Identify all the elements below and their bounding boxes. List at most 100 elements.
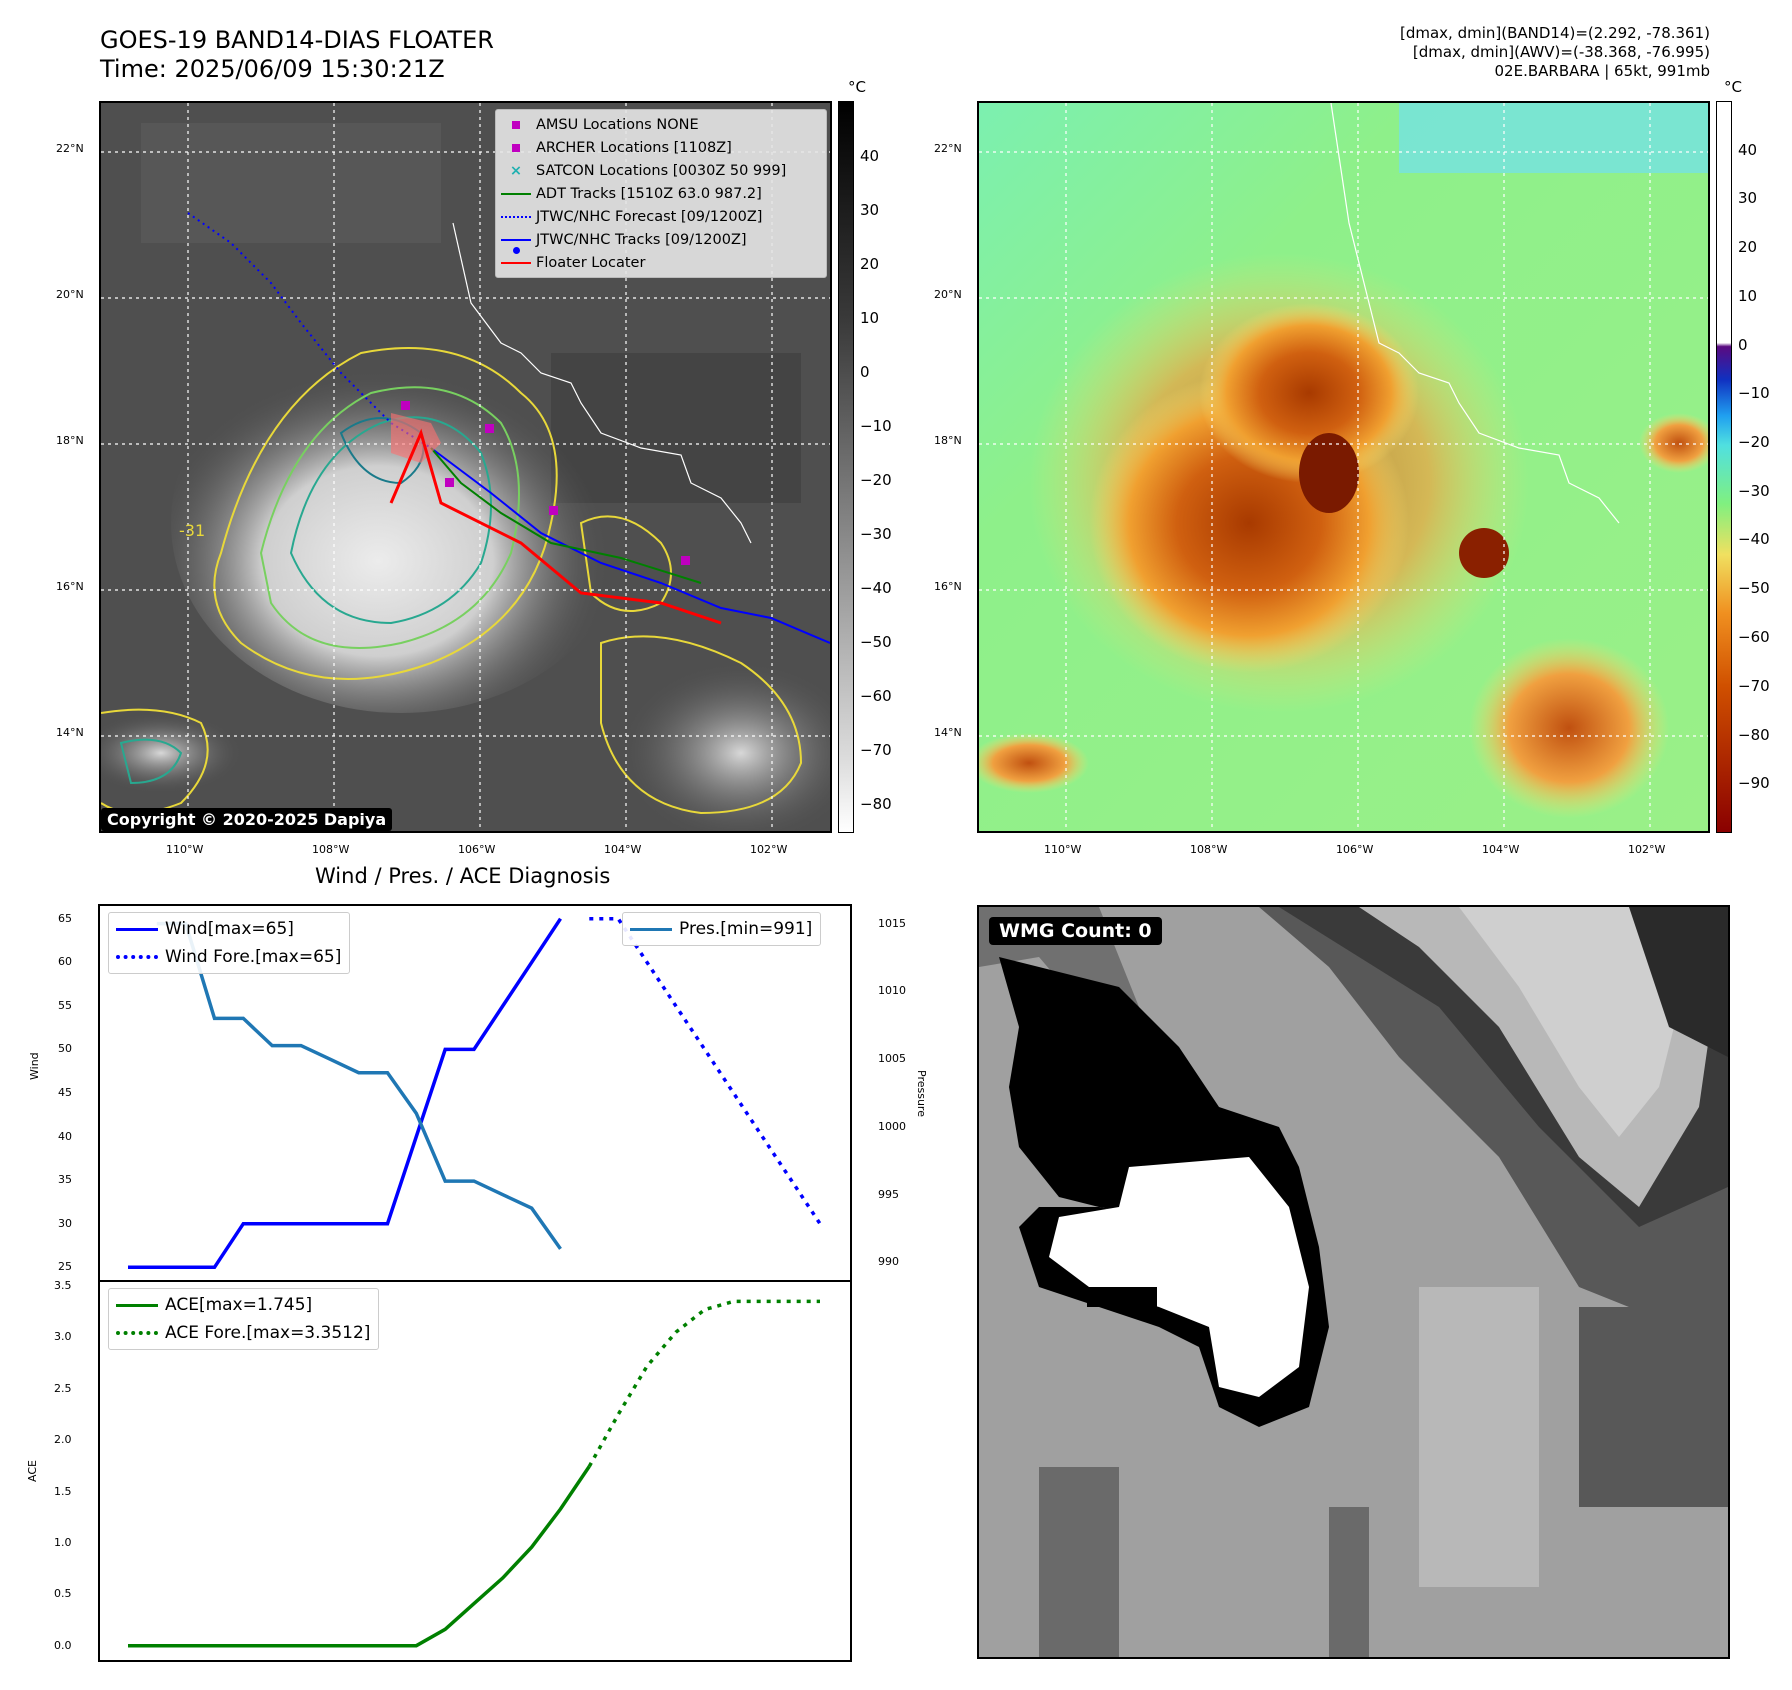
colorbar-tick: 10 xyxy=(1738,287,1758,305)
info-block: [dmax, dmin](BAND14)=(2.292, -78.361) [d… xyxy=(1400,24,1710,81)
colorbar-tick: −70 xyxy=(860,741,892,759)
dotted-line-icon xyxy=(501,215,531,218)
wind-tick: 40 xyxy=(58,1129,72,1143)
lat-label: 20°N xyxy=(934,288,962,301)
colorbar-tick: −20 xyxy=(1738,433,1770,451)
wind-tick: 35 xyxy=(58,1173,72,1187)
lon-label: 110°W xyxy=(166,843,204,856)
legend-item-amsu: AMSU Locations NONE xyxy=(496,113,826,136)
pressure-tick: 1000 xyxy=(878,1119,906,1133)
diagnosis-title: Wind / Pres. / ACE Diagnosis xyxy=(315,864,611,888)
pressure-tick: 1005 xyxy=(878,1052,906,1066)
colorbar-tick: 40 xyxy=(1738,141,1758,159)
diagnosis-chart xyxy=(98,904,852,1662)
awv-map-image xyxy=(979,103,1708,831)
line-dot-icon xyxy=(501,238,531,241)
contour-label: -31 xyxy=(179,521,206,540)
awv-colorbar xyxy=(1716,101,1732,833)
ace-axis-label: ACE xyxy=(26,1460,39,1482)
line-swatch-icon xyxy=(116,927,158,931)
line-swatch-icon xyxy=(501,192,531,195)
lon-label: 104°W xyxy=(604,843,642,856)
pressure-axis-label: Pressure xyxy=(915,1070,928,1117)
wmg-image xyxy=(979,907,1728,1657)
colorbar-tick: −30 xyxy=(860,525,892,543)
pressure-tick: 1010 xyxy=(878,984,906,998)
lon-label: 102°W xyxy=(750,843,788,856)
wind-tick: 60 xyxy=(58,955,72,969)
lat-label: 16°N xyxy=(56,580,84,593)
copyright-badge: Copyright © 2020-2025 Dapiya xyxy=(101,808,393,831)
lat-label: 22°N xyxy=(56,142,84,155)
lat-label: 22°N xyxy=(934,142,962,155)
wind-tick: 55 xyxy=(58,998,72,1012)
ace-tick: 0.5 xyxy=(54,1587,72,1601)
colorbar-tick: −40 xyxy=(860,579,892,597)
lat-label: 16°N xyxy=(934,580,962,593)
legend-item-forecast: JTWC/NHC Forecast [09/1200Z] xyxy=(496,205,826,228)
colorbar-tick: 20 xyxy=(860,255,880,273)
colorbar-tick: −20 xyxy=(860,471,892,489)
colorbar-tick: −10 xyxy=(1738,384,1770,402)
ace-tick: 1.5 xyxy=(54,1484,72,1498)
colorbar-tick: 20 xyxy=(1738,238,1758,256)
info-storm: 02E.BARBARA | 65kt, 991mb xyxy=(1494,62,1710,80)
ace-line xyxy=(128,1465,591,1648)
lon-label: 102°W xyxy=(1628,843,1666,856)
info-band14-range: [dmax, dmin](BAND14)=(2.292, -78.361) xyxy=(1399,24,1710,42)
wind-tick: 25 xyxy=(58,1260,72,1274)
ir-colorbar-unit: °C xyxy=(848,78,866,96)
legend-item-wind-forecast: Wind Fore.[max=65] xyxy=(109,943,341,971)
legend-item-archer: ARCHER Locations [1108Z] xyxy=(496,136,826,159)
lon-label: 110°W xyxy=(1044,843,1082,856)
line-swatch-icon xyxy=(501,261,531,264)
legend-item-ace: ACE[max=1.745] xyxy=(109,1291,370,1319)
lat-label: 14°N xyxy=(56,726,84,739)
wind-tick: 50 xyxy=(58,1042,72,1056)
square-marker-icon xyxy=(512,143,520,152)
wmg-panel: WMG Count: 0 xyxy=(977,905,1730,1659)
wind-axis-label: Wind xyxy=(28,1052,41,1080)
lon-label: 104°W xyxy=(1482,843,1520,856)
wind-tick: 65 xyxy=(58,911,72,925)
colorbar-tick: 0 xyxy=(860,363,870,381)
wind-line xyxy=(128,917,562,1270)
dotted-line-icon xyxy=(116,1331,158,1335)
colorbar-tick: 40 xyxy=(860,147,880,165)
ir-map-panel: -31 AMSU Locations NONE ARCHER Locations… xyxy=(99,101,832,833)
pressure-tick: 990 xyxy=(878,1255,899,1269)
ace-tick: 2.0 xyxy=(54,1433,72,1447)
square-marker-icon xyxy=(512,120,520,129)
wind-tick: 45 xyxy=(58,1086,72,1099)
ace-legend: ACE[max=1.745] ACE Fore.[max=3.3512] xyxy=(108,1288,380,1350)
lon-label: 108°W xyxy=(312,843,350,856)
colorbar-tick: −80 xyxy=(1738,726,1770,744)
ace-tick: 3.5 xyxy=(54,1279,72,1292)
pressure-legend: Pres.[min=991] xyxy=(622,912,822,946)
lon-label: 106°W xyxy=(1336,843,1374,856)
legend-item-ace-forecast: ACE Fore.[max=3.3512] xyxy=(109,1319,370,1347)
awv-colorbar-unit: °C xyxy=(1724,78,1742,96)
lat-label: 20°N xyxy=(56,288,84,301)
ace-tick: 1.0 xyxy=(54,1535,72,1549)
colorbar-tick: −50 xyxy=(860,633,892,651)
chart-time: Time: 2025/06/09 15:30:21Z xyxy=(100,55,445,83)
colorbar-tick: 0 xyxy=(1738,336,1748,354)
colorbar-tick: −90 xyxy=(1738,774,1770,792)
ace-tick: 2.5 xyxy=(54,1381,72,1395)
ace-tick: 0.0 xyxy=(54,1638,72,1652)
lat-label: 18°N xyxy=(934,434,962,447)
colorbar-tick: −10 xyxy=(860,417,892,435)
legend-item-pressure: Pres.[min=991] xyxy=(623,915,812,943)
colorbar-tick: −50 xyxy=(1738,579,1770,597)
legend-item-floater: Floater Locater xyxy=(496,251,826,274)
lon-label: 108°W xyxy=(1190,843,1228,856)
colorbar-tick: −80 xyxy=(860,795,892,813)
wind-tick: 30 xyxy=(58,1216,72,1230)
info-awv-range: [dmax, dmin](AWV)=(-38.368, -76.995) xyxy=(1412,43,1710,61)
legend-item-tracks: JTWC/NHC Tracks [09/1200Z] xyxy=(496,228,826,254)
colorbar-tick: 30 xyxy=(860,201,880,219)
chart-title: GOES-19 BAND14-DIAS FLOATER xyxy=(100,26,494,54)
lat-label: 18°N xyxy=(56,434,84,447)
colorbar-tick: −70 xyxy=(1738,677,1770,695)
